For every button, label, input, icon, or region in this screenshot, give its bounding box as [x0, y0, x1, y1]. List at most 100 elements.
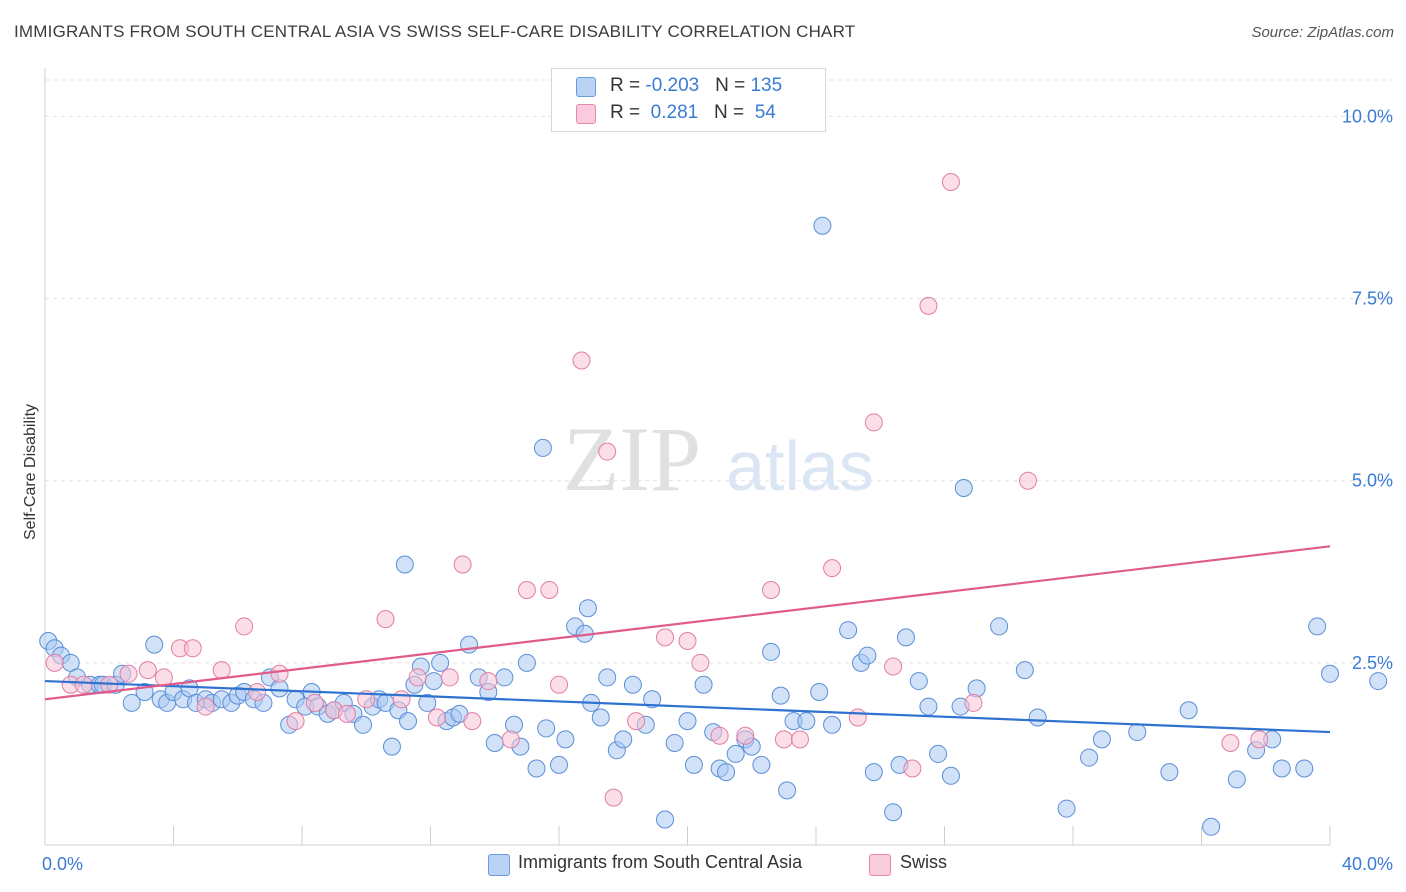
axes [44, 68, 1331, 846]
legend-row-swiss: R = 0.281 N = 54 [576, 102, 776, 126]
data-point [408, 668, 427, 687]
data-point [790, 730, 809, 749]
data-point [909, 672, 928, 691]
data-point [1128, 723, 1147, 742]
data-point [684, 755, 703, 774]
data-point [337, 704, 356, 723]
data-point [572, 351, 591, 370]
data-point [533, 438, 552, 457]
data-point [517, 653, 536, 672]
trend-line-swiss [44, 545, 1331, 701]
data-point [810, 683, 829, 701]
legend-swatch-immigrants [576, 77, 596, 97]
source-label: Source: ZipAtlas.com [1251, 24, 1394, 41]
data-point [762, 642, 781, 661]
data-point [427, 708, 446, 727]
legend-box: R = -0.203 N = 135 R = 0.281 N = 54 [551, 68, 826, 132]
bottom-legend-swatch-immigrants [488, 854, 510, 876]
legend-n-value: 54 [749, 102, 776, 123]
data-point [858, 646, 877, 665]
series-immigrants [39, 216, 1388, 836]
data-point [305, 693, 324, 712]
data-point [864, 763, 883, 782]
data-point [1227, 770, 1246, 789]
data-point [813, 216, 832, 235]
data-point [717, 763, 736, 782]
data-point [941, 766, 960, 785]
data-point [479, 672, 498, 691]
data-point [1369, 672, 1388, 691]
data-point [540, 581, 559, 599]
data-point [1160, 763, 1179, 782]
data-point [919, 296, 938, 315]
data-point [1092, 730, 1111, 749]
data-point [382, 737, 401, 756]
trend-line-immigrants [44, 679, 1331, 734]
data-point [1295, 759, 1314, 778]
chart-title: IMMIGRANTS FROM SOUTH CENTRAL ASIA VS SW… [14, 22, 856, 41]
data-point [45, 653, 64, 672]
legend-r-value: 0.281 [645, 102, 699, 123]
data-point [1179, 701, 1198, 720]
data-point [517, 581, 536, 599]
data-point [1057, 799, 1076, 818]
data-point [527, 759, 546, 778]
data-point [929, 744, 948, 763]
data-point [896, 628, 915, 647]
data-point [884, 657, 903, 676]
data-point [431, 653, 450, 672]
data-point [964, 693, 983, 712]
data-point [196, 697, 215, 716]
data-point [1202, 817, 1221, 836]
data-point [286, 712, 305, 731]
data-point [778, 781, 797, 800]
data-point [1080, 748, 1099, 767]
data-point [74, 675, 93, 694]
data-point [463, 712, 482, 731]
y-axis-label: Self-Care Disability [22, 403, 39, 540]
data-point [967, 679, 986, 698]
bottom-legend-label-swiss: Swiss [900, 852, 948, 872]
data-point [598, 668, 617, 687]
data-point [839, 621, 858, 640]
data-point [578, 599, 597, 618]
data-point [1019, 471, 1038, 490]
bottom-legend-label-immigrants: Immigrants from South Central Asia [518, 852, 803, 872]
data-points [39, 173, 1388, 836]
data-point [392, 690, 411, 709]
legend-r-label: R = [610, 102, 646, 123]
data-point [665, 734, 684, 752]
data-point [212, 661, 231, 680]
data-point [903, 759, 922, 778]
data-point [424, 672, 443, 691]
grid-lines [45, 79, 1392, 664]
data-point [848, 708, 867, 727]
data-point [550, 675, 568, 694]
data-point [604, 788, 623, 807]
watermark: ZIP atlas [563, 408, 874, 510]
data-point [656, 628, 675, 647]
legend-n-value: 135 [750, 75, 783, 96]
data-point [643, 690, 662, 709]
trend-lines [44, 545, 1331, 734]
legend-swatch-swiss [576, 104, 596, 124]
data-point [823, 559, 842, 578]
data-point [941, 173, 960, 191]
data-point [797, 712, 816, 731]
data-point [678, 712, 697, 731]
data-point [354, 715, 373, 734]
watermark-zip: ZIP [563, 408, 701, 510]
data-point [752, 755, 771, 774]
y-tick-label: 10.0% [1342, 106, 1393, 126]
data-point [614, 730, 633, 749]
data-point [270, 664, 289, 683]
data-point [884, 803, 903, 822]
y-tick-label: 7.5% [1352, 289, 1393, 309]
data-point [1272, 759, 1291, 778]
data-point [453, 555, 472, 574]
data-point [1221, 734, 1240, 752]
data-point [1321, 664, 1339, 683]
x-tick-label: 40.0% [1342, 854, 1393, 874]
data-point [399, 712, 418, 731]
